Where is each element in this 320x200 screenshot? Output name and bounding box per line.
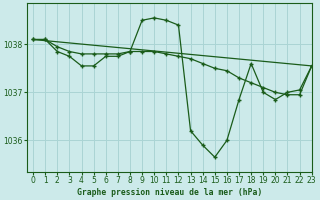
X-axis label: Graphe pression niveau de la mer (hPa): Graphe pression niveau de la mer (hPa): [77, 188, 262, 197]
